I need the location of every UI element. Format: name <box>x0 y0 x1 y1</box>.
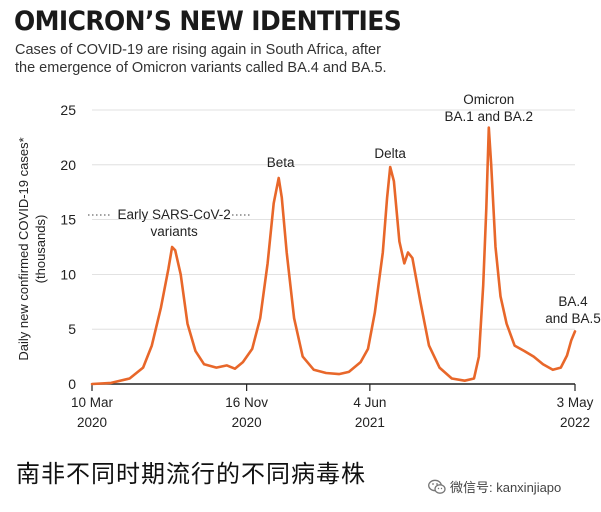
x-tick-year-label: 2021 <box>355 415 385 430</box>
annotation-label: Delta <box>374 146 406 161</box>
annotation-label: BA.4 <box>558 294 588 309</box>
line-chart: 0 5 10 15 20 25 10 Mar 2020 16 Nov 2020 4 Jun 2021 3… <box>16 92 601 430</box>
annotation-label: and BA.5 <box>545 311 601 326</box>
y-tick-label: 20 <box>60 157 76 173</box>
annotation-label: Omicron <box>463 92 514 107</box>
x-tick-label: 16 Nov <box>225 395 268 410</box>
watermark: 微信号: kanxinjiapo <box>428 477 561 496</box>
annotation-label: BA.1 and BA.2 <box>444 109 533 124</box>
annotation-label: Early SARS-CoV-2 <box>117 207 230 222</box>
annotation: Delta <box>374 146 406 161</box>
annotation-label: Beta <box>267 155 295 170</box>
y-tick-label: 0 <box>68 376 76 392</box>
x-tick-year-label: 2020 <box>77 415 107 430</box>
x-tick-year-label: 2020 <box>232 415 262 430</box>
annotation: Beta <box>267 155 295 170</box>
x-tick-label: 3 May <box>557 395 594 410</box>
annotation: BA.4 and BA.5 <box>545 294 601 326</box>
y-tick-label: 5 <box>68 321 76 337</box>
x-tick-year-label: 2022 <box>560 415 590 430</box>
annotation: Early SARS-CoV-2 variants <box>88 207 250 239</box>
y-tick-label: 15 <box>60 212 76 228</box>
image-caption: 南非不同时期流行的不同病毒株 <box>16 460 366 488</box>
y-tick-label: 10 <box>60 266 76 282</box>
wechat-icon <box>428 479 446 494</box>
chart-title: OMICRON’S NEW IDENTITIES <box>14 6 402 37</box>
y-axis-label: Daily new confirmed COVID-19 cases* <box>16 137 31 360</box>
annotation-label: variants <box>150 224 198 239</box>
x-tick-label: 10 Mar <box>71 395 114 410</box>
subtitle-line-1: Cases of COVID-19 are rising again in So… <box>15 42 381 58</box>
y-tick-label: 25 <box>60 102 76 118</box>
chart-subtitle: Cases of COVID-19 are rising again in So… <box>15 41 595 77</box>
annotation: Omicron BA.1 and BA.2 <box>444 92 533 124</box>
series-line <box>90 126 577 386</box>
watermark-text: 微信号: kanxinjiapo <box>450 480 562 495</box>
x-tick-label: 4 Jun <box>353 395 386 410</box>
subtitle-line-2: the emergence of Omicron variants called… <box>15 60 387 76</box>
y-axis-unit-label: (thousands) <box>33 215 48 284</box>
